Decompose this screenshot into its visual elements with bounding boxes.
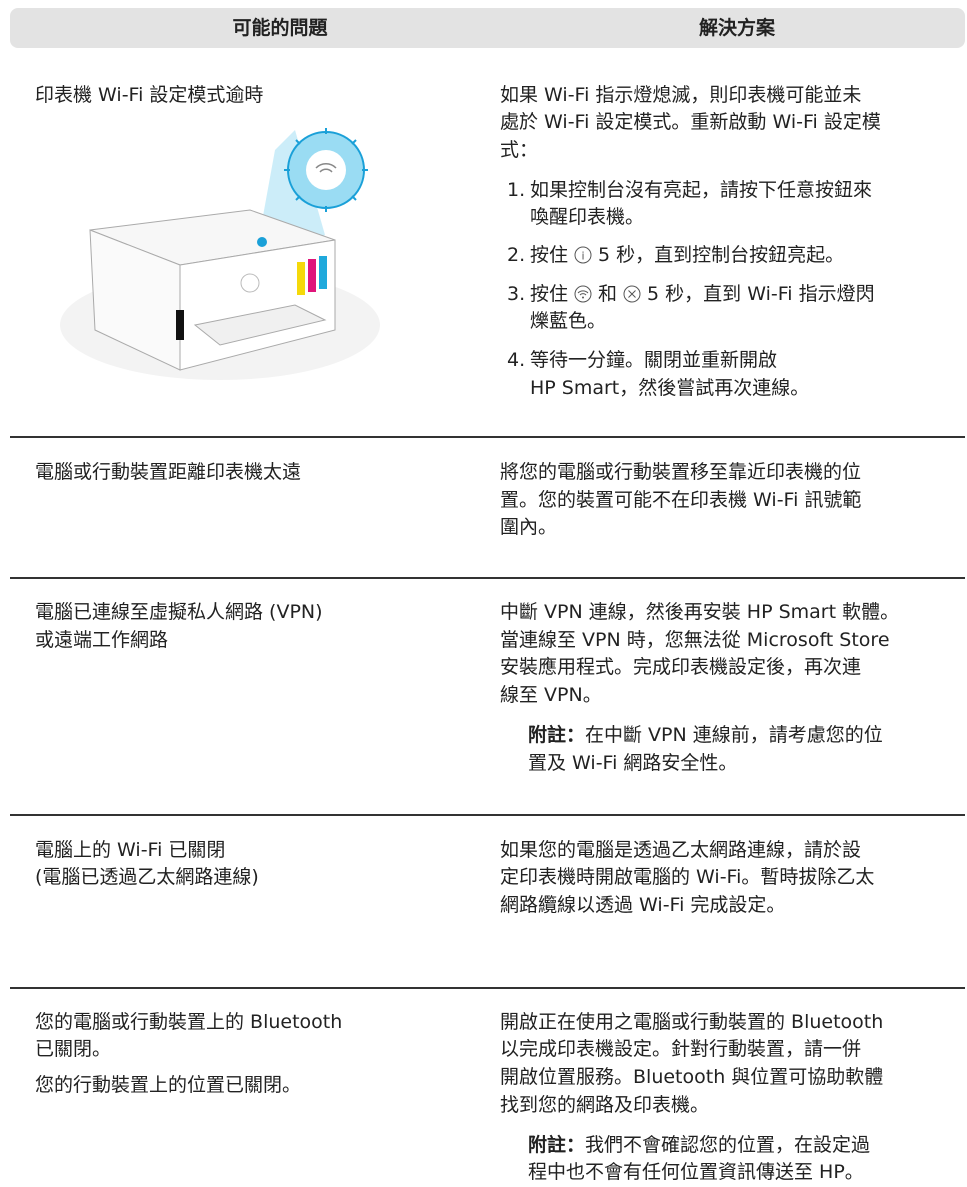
note-text: 在中斷 VPN 連線前，請考慮您的位 bbox=[585, 724, 883, 746]
problem: 您的行動裝置上的位置已關閉。 bbox=[35, 1074, 302, 1096]
header-solution: 解決方案 bbox=[698, 17, 776, 39]
solution-line: 如果 Wi-Fi 指示燈熄滅，則印表機可能並未 bbox=[500, 84, 862, 106]
problem: 您的電腦或行動裝置上的 Bluetooth bbox=[35, 1011, 343, 1033]
note-label: 附註： bbox=[528, 724, 586, 746]
problem: 電腦已連線至虛擬私人網路 (VPN) bbox=[35, 601, 323, 623]
solution-line: 線至 VPN。 bbox=[500, 684, 602, 706]
solution-line: 處於 Wi-Fi 設定模式。重新啟動 Wi-Fi 設定模 bbox=[500, 111, 881, 133]
solution-line: 開啟正在使用之電腦或行動裝置的 Bluetooth bbox=[500, 1011, 884, 1033]
solution-line: 網路纜線以透過 Wi-Fi 完成設定。 bbox=[500, 894, 786, 916]
row-divider bbox=[10, 436, 965, 438]
solution-line: 式： bbox=[500, 139, 539, 161]
note-line: 附註：我們不會確認您的位置，在設定過 bbox=[528, 1131, 870, 1159]
problem: 電腦或行動裝置距離印表機太遠 bbox=[35, 461, 302, 483]
problem: 印表機 Wi-Fi 設定模式逾時 bbox=[35, 84, 264, 106]
note-line: 程中也不會有任何位置資訊傳送至 HP。 bbox=[528, 1161, 864, 1183]
step-line: 如果控制台沒有亮起，請按下任意按鈕來 bbox=[530, 179, 873, 201]
note-text: 我們不會確認您的位置，在設定過 bbox=[585, 1134, 871, 1156]
svg-text:i: i bbox=[581, 250, 584, 263]
printer-illustration bbox=[60, 128, 380, 380]
problem: (電腦已透過乙太網路連線) bbox=[35, 866, 259, 888]
solution-line: 定印表機時開啟電腦的 Wi-Fi。暫時拔除乙太 bbox=[500, 866, 875, 888]
step-text: 按住 bbox=[530, 283, 569, 305]
problem: 電腦上的 Wi-Fi 已關閉 bbox=[35, 839, 226, 861]
step-line: 按住 i 5 秒，直到控制台按鈕亮起。 bbox=[530, 241, 844, 269]
step-line: HP Smart，然後嘗試再次連線。 bbox=[530, 377, 810, 399]
row-divider bbox=[10, 987, 965, 989]
note-line: 置及 Wi-Fi 網路安全性。 bbox=[528, 752, 738, 774]
solution-line: 以完成印表機設定。針對行動裝置，請一併 bbox=[500, 1038, 862, 1060]
step-num: 1. bbox=[507, 179, 526, 201]
cancel-icon bbox=[623, 285, 641, 303]
solution-line: 如果您的電腦是透過乙太網路連線，請於設 bbox=[500, 839, 862, 861]
solution-line: 當連線至 VPN 時，您無法從 Microsoft Store bbox=[500, 629, 890, 651]
problem: 或遠端工作網路 bbox=[35, 629, 169, 651]
row-divider bbox=[10, 814, 965, 816]
row-divider bbox=[10, 577, 965, 579]
header-bar bbox=[10, 8, 965, 48]
step-line: 按住 和 5 秒，直到 Wi-Fi 指示燈閃 bbox=[530, 280, 875, 308]
info-icon: i bbox=[574, 246, 592, 264]
step-text: 5 秒，直到控制台按鈕亮起。 bbox=[598, 244, 845, 266]
step-line: 等待一分鐘。關閉並重新開啟 bbox=[530, 349, 778, 371]
solution-line: 安裝應用程式。完成印表機設定後，再次連 bbox=[500, 656, 862, 678]
solution-line: 開啟位置服務。Bluetooth 與位置可協助軟體 bbox=[500, 1066, 884, 1088]
step-text: 和 bbox=[598, 283, 618, 305]
note-line: 附註：在中斷 VPN 連線前，請考慮您的位 bbox=[528, 721, 883, 749]
wifi-icon bbox=[574, 285, 592, 303]
solution-line: 找到您的網路及印表機。 bbox=[500, 1094, 710, 1116]
note-label: 附註： bbox=[528, 1134, 586, 1156]
solution-line: 中斷 VPN 連線，然後再安裝 HP Smart 軟體。 bbox=[500, 601, 900, 623]
step-text: 5 秒，直到 Wi-Fi 指示燈閃 bbox=[647, 283, 875, 305]
step-text: 按住 bbox=[530, 244, 569, 266]
problem: 已關閉。 bbox=[35, 1038, 112, 1060]
step-line: 爍藍色。 bbox=[530, 310, 607, 332]
step-num: 4. bbox=[507, 349, 526, 371]
step-num: 2. bbox=[507, 244, 526, 266]
solution-line: 置。您的裝置可能不在印表機 Wi-Fi 訊號範 bbox=[500, 489, 862, 511]
solution-line: 將您的電腦或行動裝置移至靠近印表機的位 bbox=[500, 461, 862, 483]
step-num: 3. bbox=[507, 283, 526, 305]
solution-line: 圍內。 bbox=[500, 516, 558, 538]
header-problem: 可能的問題 bbox=[232, 17, 328, 39]
step-line: 喚醒印表機。 bbox=[530, 206, 645, 228]
